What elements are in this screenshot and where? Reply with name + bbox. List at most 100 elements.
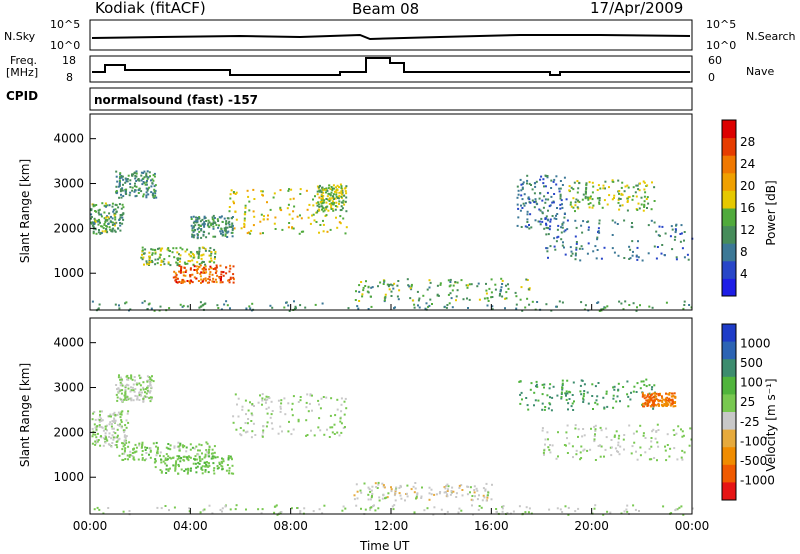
heatmap-cell — [390, 290, 393, 293]
heatmap-cell — [619, 400, 621, 403]
heatmap-cell — [288, 222, 291, 224]
heatmap-cell — [90, 222, 93, 225]
heatmap-cell — [167, 261, 170, 264]
heatmap-cell — [645, 399, 648, 402]
heatmap-cell — [537, 399, 540, 402]
heatmap-cell — [235, 218, 238, 221]
heatmap-cell — [541, 427, 544, 430]
heatmap-cell — [435, 493, 438, 496]
heatmap-cell — [585, 183, 588, 186]
heatmap-cell — [244, 213, 247, 216]
heatmap-cell — [321, 196, 324, 199]
heatmap-cell — [383, 486, 386, 489]
heatmap-cell — [321, 208, 323, 211]
heatmap-cell — [691, 507, 694, 510]
heatmap-cell — [336, 189, 339, 191]
heatmap-cell — [534, 399, 537, 402]
heatmap-cell — [119, 224, 122, 227]
heatmap-cell — [221, 281, 224, 284]
heatmap-cell — [124, 424, 127, 427]
heatmap-cell — [638, 189, 641, 192]
heatmap-cell — [333, 187, 335, 190]
heatmap-cell — [141, 249, 144, 252]
heatmap-cell — [181, 305, 184, 308]
heatmap-cell — [325, 187, 328, 190]
colorbar-tick-label: -100 — [740, 434, 767, 448]
heatmap-cell — [643, 203, 646, 206]
heatmap-cell — [189, 443, 192, 446]
heatmap-cell — [221, 461, 224, 464]
heatmap-cell — [198, 449, 201, 452]
heatmap-cell — [124, 439, 127, 442]
heatmap-cell — [188, 253, 191, 256]
heatmap-cell — [524, 306, 527, 309]
heatmap-cell — [145, 191, 148, 194]
heatmap-cell — [150, 191, 153, 194]
heatmap-cell — [151, 252, 154, 255]
heatmap-cell — [653, 186, 656, 189]
heatmap-cell — [111, 205, 114, 208]
heatmap-cell — [139, 377, 142, 380]
heatmap-cell — [142, 193, 145, 196]
heatmap-cell — [426, 288, 429, 291]
heatmap-cell — [156, 262, 159, 265]
heatmap-cell — [152, 174, 155, 177]
heatmap-cell — [580, 224, 583, 227]
heatmap-cell — [148, 171, 151, 174]
heatmap-cell — [570, 250, 573, 253]
heatmap-cell — [148, 258, 151, 260]
heatmap-cell — [355, 504, 358, 507]
heatmap-cell — [208, 464, 211, 467]
heatmap-cell — [287, 304, 290, 307]
heatmap-cell — [550, 409, 553, 412]
heatmap-cell — [160, 507, 163, 510]
heatmap-cell — [265, 399, 267, 402]
heatmap-cell — [167, 247, 170, 250]
heatmap-cell — [129, 390, 132, 393]
heatmap-cell — [533, 192, 536, 195]
heatmap-cell — [588, 181, 591, 184]
heatmap-cell — [98, 213, 101, 216]
heatmap-cell — [207, 451, 210, 454]
heatmap-cell — [262, 218, 265, 221]
heatmap-cell — [178, 253, 180, 256]
heatmap-cell — [551, 215, 554, 217]
heatmap-cell — [578, 181, 581, 184]
heatmap-cell — [208, 504, 211, 507]
heatmap-cell — [244, 204, 247, 207]
heatmap-cell — [102, 444, 105, 447]
heatmap-cell — [156, 450, 159, 453]
heatmap-cell — [406, 495, 409, 498]
heatmap-cell — [220, 273, 223, 276]
heatmap-cell — [345, 210, 348, 213]
heatmap-cell — [129, 182, 132, 185]
heatmap-cell — [594, 424, 597, 427]
heatmap-cell — [371, 485, 374, 488]
heatmap-cell — [158, 247, 161, 250]
heatmap-cell — [145, 187, 148, 190]
heatmap-cell — [221, 510, 223, 513]
heatmap-cell — [98, 415, 101, 418]
heatmap-cell — [107, 216, 110, 219]
heatmap-cell — [572, 381, 575, 384]
heatmap-cell — [140, 190, 143, 193]
heatmap-cell — [195, 220, 198, 223]
heatmap-cell — [202, 270, 205, 273]
heatmap-cell — [316, 185, 319, 188]
heatmap-cell — [624, 185, 627, 188]
heatmap-cell — [533, 201, 536, 204]
heatmap-cell — [198, 263, 201, 266]
heatmap-cell — [114, 420, 117, 423]
heatmap-cell — [261, 190, 264, 193]
heatmap-cell — [580, 245, 583, 248]
heatmap-cell — [569, 391, 572, 394]
heatmap-cell — [270, 400, 273, 403]
heatmap-cell — [189, 274, 192, 277]
heatmap-cell — [167, 443, 170, 445]
heatmap-cell — [526, 404, 529, 407]
heatmap-cell — [135, 180, 138, 182]
heatmap-cell — [549, 225, 552, 228]
heatmap-cell — [518, 380, 521, 383]
heatmap-cell — [172, 456, 175, 459]
heatmap-cell — [626, 201, 629, 203]
